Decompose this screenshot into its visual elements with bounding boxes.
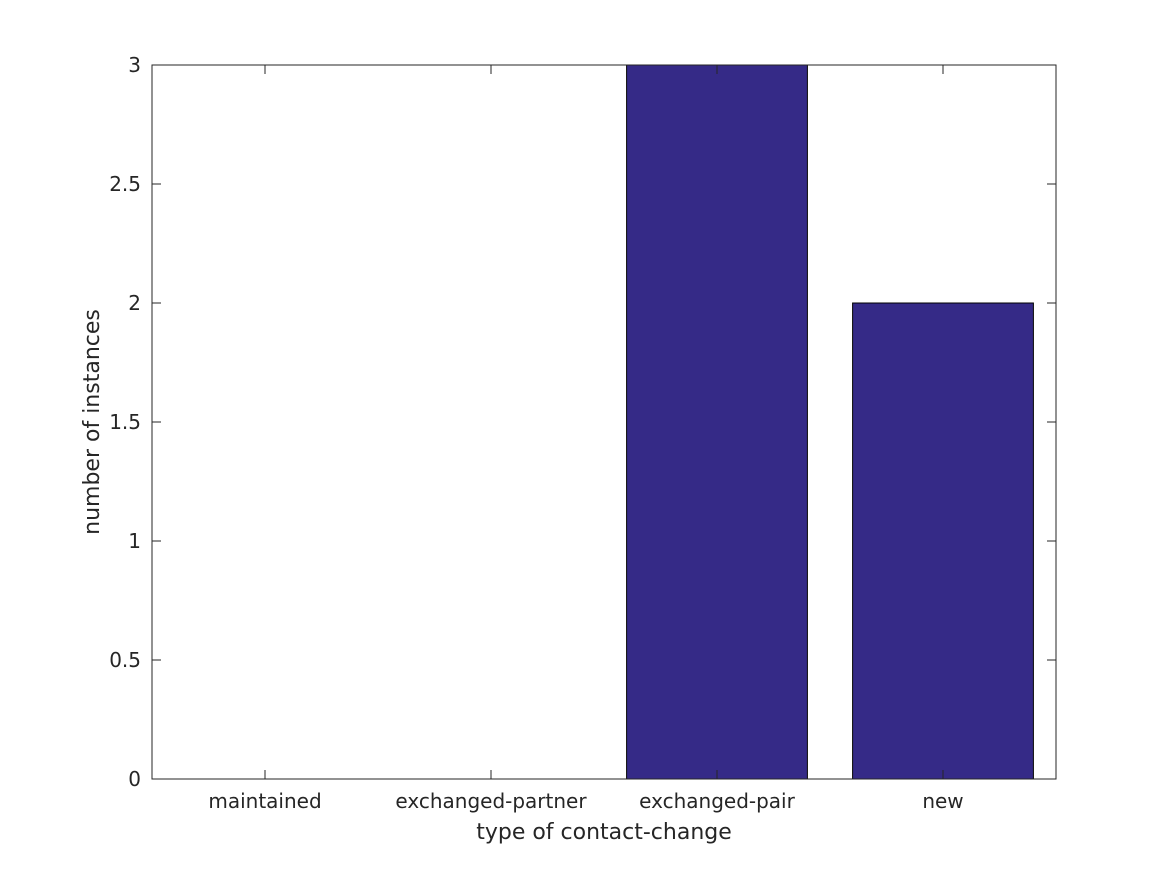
ticks-group — [152, 64, 1056, 780]
x-tick-label: new — [922, 789, 963, 813]
y-axis-title: number of instances — [80, 309, 105, 535]
y-tick-label: 1.5 — [109, 410, 141, 434]
y-tick-labels: 0 0.5 1 1.5 2 2.5 3 — [109, 53, 141, 791]
y-tick-label: 2 — [128, 291, 141, 315]
y-tick-label: 0.5 — [109, 648, 141, 672]
y-tick-label: 1 — [128, 529, 141, 553]
y-tick-label: 3 — [128, 53, 141, 77]
x-tick-label: maintained — [208, 789, 321, 813]
y-tick-label: 0 — [128, 767, 141, 791]
x-axis-title: type of contact-change — [476, 820, 732, 845]
x-tick-label: exchanged-partner — [395, 789, 587, 813]
x-tick-label: exchanged-pair — [639, 789, 795, 813]
y-tick-label: 2.5 — [109, 172, 141, 196]
bars-group — [626, 64, 1034, 780]
bar-exchanged-pair — [626, 64, 808, 780]
x-tick-labels: maintained exchanged-partner exchanged-pai… — [208, 789, 963, 813]
bar-new — [852, 302, 1034, 780]
